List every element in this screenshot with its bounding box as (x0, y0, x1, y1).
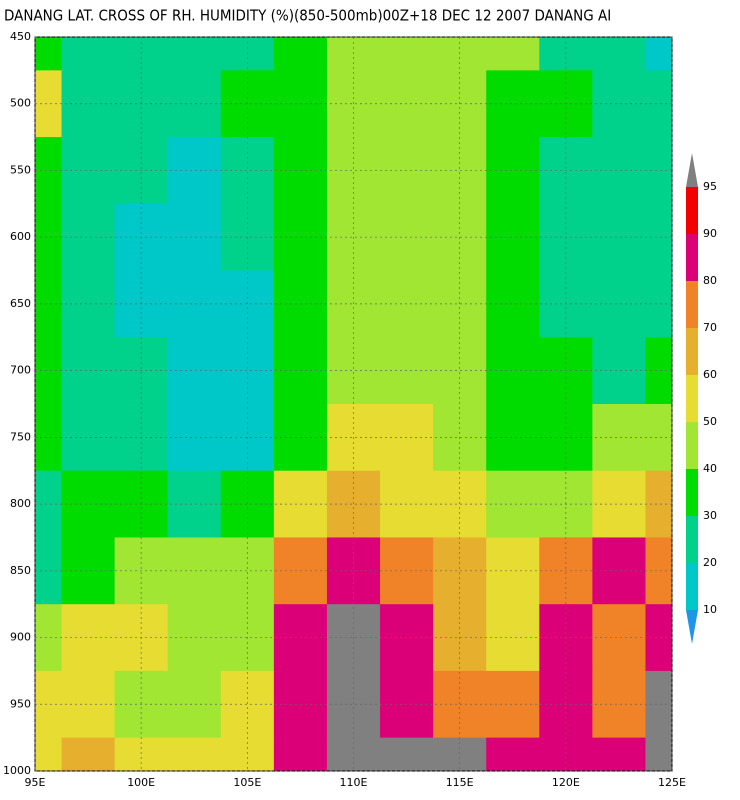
rh-cell (35, 70, 63, 138)
y-tick-label: 950 (10, 697, 31, 710)
rh-cell (645, 337, 673, 405)
colorbar-label: 30 (703, 509, 717, 522)
rh-cell (61, 137, 116, 205)
y-tick-label: 750 (10, 430, 31, 443)
y-tick-label: 900 (10, 631, 31, 644)
colorbar-segment (686, 422, 698, 469)
y-tick-label: 700 (10, 364, 31, 377)
y-tick-label: 550 (10, 163, 31, 176)
colorbar-segment (686, 281, 698, 328)
rh-cell (35, 404, 63, 472)
colorbar-label: 10 (703, 603, 717, 616)
y-tick-label: 800 (10, 497, 31, 510)
rh-cell (380, 37, 434, 71)
colorbar-label: 80 (703, 274, 717, 287)
colorbar-label: 90 (703, 227, 717, 240)
rh-cell (61, 737, 116, 772)
colorbar-segment (686, 328, 698, 375)
y-tick-label: 450 (10, 30, 31, 43)
rh-cell (61, 670, 116, 739)
colorbar-under (686, 610, 698, 644)
colorbar-segment (686, 469, 698, 516)
colorbar-segment (686, 563, 698, 610)
rh-cell (645, 604, 673, 672)
colorbar-label: 50 (703, 415, 717, 428)
rh-cell (486, 37, 540, 71)
rh-cell (645, 670, 673, 739)
rh-cell (645, 270, 673, 338)
rh-cell (61, 203, 116, 272)
rh-cell (592, 737, 646, 772)
x-tick-label: 95E (25, 776, 46, 789)
rh-cell (592, 37, 646, 71)
rh-cell (61, 70, 116, 138)
rh-cell (61, 337, 116, 405)
colorbar-label: 95 (703, 180, 717, 193)
chart-title: DANANG LAT. CROSS OF RH. HUMIDITY (%)(85… (4, 7, 611, 25)
y-tick-label: 500 (10, 97, 31, 110)
rh-cell (273, 737, 328, 772)
rh-cell (35, 537, 63, 605)
rh-cell (61, 537, 116, 605)
rh-cell (433, 470, 487, 538)
rh-cell (645, 737, 673, 772)
rh-cell (61, 404, 116, 472)
rh-cell (645, 70, 673, 138)
rh-cell (645, 537, 673, 605)
rh-cell (35, 270, 63, 338)
rh-cell (61, 604, 116, 672)
rh-cell (61, 37, 116, 71)
colorbar-label: 40 (703, 462, 717, 475)
rh-cell (486, 737, 540, 772)
rh-cell (61, 470, 116, 538)
y-tick-label: 850 (10, 564, 31, 577)
rh-cell (167, 737, 222, 772)
rh-cell (645, 203, 673, 272)
colorbar-segment (686, 187, 698, 234)
x-tick-label: 115E (446, 776, 474, 789)
rh-cell (645, 404, 673, 472)
colorbar-label: 70 (703, 321, 717, 334)
colorbar-label: 20 (703, 556, 717, 569)
colorbar-segment (686, 234, 698, 281)
x-tick-label: 100E (127, 776, 155, 789)
rh-cell (645, 37, 673, 71)
rh-cell (35, 737, 63, 772)
rh-cell (645, 137, 673, 205)
rh-cell (35, 470, 63, 538)
rh-cell (273, 37, 328, 71)
rh-cell (35, 337, 63, 405)
rh-cell (35, 37, 63, 71)
y-tick-label: 650 (10, 297, 31, 310)
rh-cell (167, 37, 222, 71)
colorbar-label: 60 (703, 368, 717, 381)
rh-cell (61, 270, 116, 338)
y-tick-label: 1000 (3, 764, 31, 777)
rh-cell (35, 203, 63, 272)
rh-cell (35, 670, 63, 739)
colorbar-over (686, 153, 698, 187)
x-tick-label: 105E (233, 776, 261, 789)
rh-cell (433, 270, 487, 338)
colorbar-segment (686, 375, 698, 422)
x-tick-label: 110E (340, 776, 368, 789)
colorbar-segment (686, 516, 698, 563)
x-tick-label: 120E (552, 776, 580, 789)
rh-cell (35, 604, 63, 672)
rh-cell (645, 470, 673, 538)
y-tick-label: 600 (10, 230, 31, 243)
x-tick-label: 125E (658, 776, 686, 789)
rh-cell (380, 737, 434, 772)
rh-cell (35, 137, 63, 205)
